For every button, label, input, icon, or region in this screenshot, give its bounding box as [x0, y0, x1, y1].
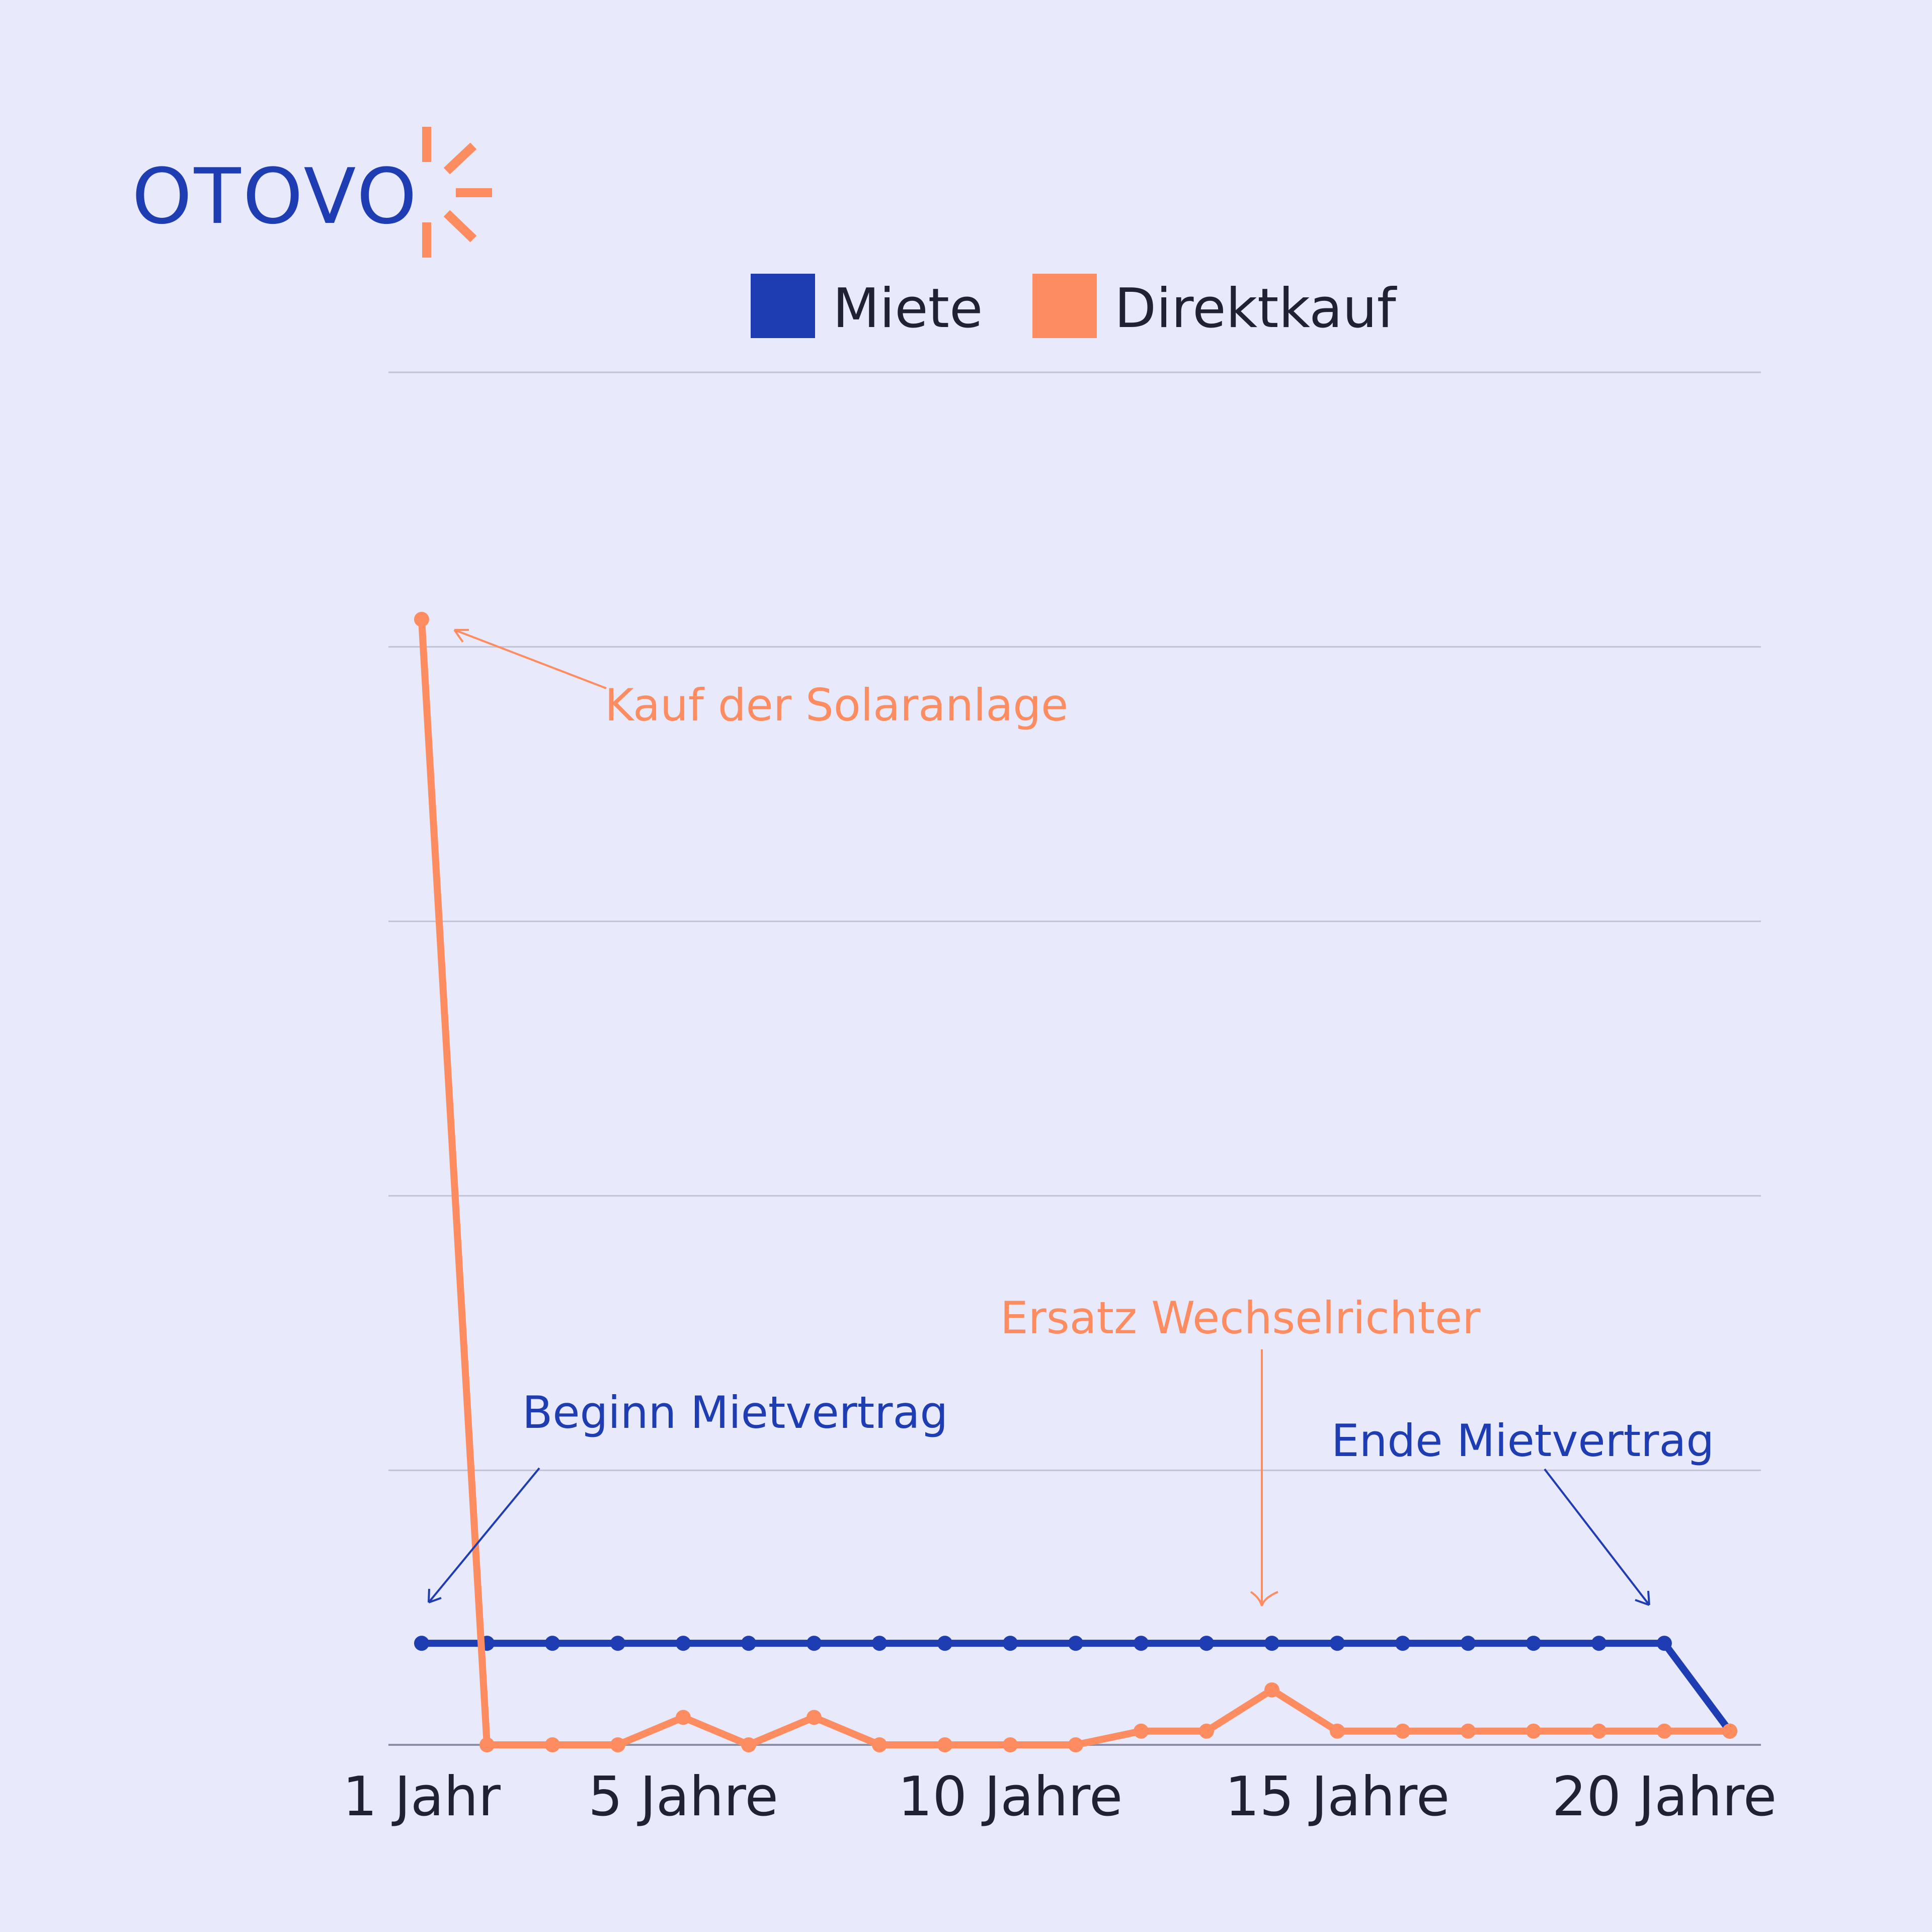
- x-tick-label: 20 Jahre: [1552, 1765, 1777, 1828]
- data-point-direktkauf: [1722, 1723, 1737, 1739]
- data-point-direktkauf: [610, 1737, 625, 1752]
- annotation-wechselrichter-arrow: [1250, 1349, 1278, 1606]
- data-point-miete: [545, 1636, 560, 1651]
- data-point-miete: [1657, 1636, 1672, 1651]
- x-axis-ticks: 1 Jahr 5 Jahre 10 Jahre 15 Jahre 20 Jahre: [343, 1765, 1777, 1828]
- data-point-direktkauf: [1461, 1723, 1476, 1739]
- legend-item-direktkauf: Direktkauf: [1032, 274, 1398, 340]
- data-point-miete: [676, 1636, 691, 1651]
- data-point-miete: [610, 1636, 625, 1651]
- series: [414, 612, 1737, 1752]
- annotation-ende-label: Ende Mietvertrag: [1331, 1415, 1714, 1467]
- gridlines: [388, 371, 1761, 1746]
- data-point-direktkauf: [807, 1710, 822, 1725]
- legend-label-direktkauf: Direktkauf: [1114, 277, 1398, 340]
- annotation-wechselrichter-label: Ersatz Wechselrichter: [1000, 1292, 1481, 1344]
- annotation-beginn-arrow: [428, 1467, 540, 1603]
- data-point-miete: [1395, 1636, 1410, 1651]
- data-point-direktkauf: [1134, 1723, 1149, 1739]
- data-point-direktkauf: [1591, 1723, 1606, 1739]
- data-point-miete: [741, 1636, 756, 1651]
- legend: Miete Direktkauf: [751, 274, 1398, 340]
- annotation-wechselrichter: Ersatz Wechselrichter: [1000, 1292, 1481, 1606]
- data-point-miete: [807, 1636, 822, 1651]
- annotation-ende-arrow: [1544, 1468, 1650, 1606]
- data-point-direktkauf: [1068, 1737, 1083, 1752]
- legend-label-miete: Miete: [833, 277, 983, 340]
- data-point-direktkauf: [1395, 1723, 1410, 1739]
- otovo-logo: OTOVO: [132, 127, 492, 258]
- data-point-direktkauf: [872, 1737, 887, 1752]
- annotation-ende: Ende Mietvertrag: [1331, 1415, 1714, 1606]
- data-point-miete: [1134, 1636, 1149, 1651]
- data-point-miete: [1330, 1636, 1345, 1651]
- annotation-kauf-arrow: [453, 629, 607, 689]
- data-point-direktkauf: [741, 1737, 756, 1752]
- data-point-direktkauf: [1003, 1737, 1018, 1752]
- data-point-miete: [937, 1636, 952, 1651]
- x-tick-label: 15 Jahre: [1225, 1765, 1450, 1828]
- data-point-miete: [1264, 1636, 1279, 1651]
- annotations: Kauf der Solaranlage Ersatz Wechselricht…: [428, 629, 1714, 1606]
- data-point-miete: [872, 1636, 887, 1651]
- annotation-kauf-label: Kauf der Solaranlage: [605, 679, 1068, 731]
- series-direktkauf: [414, 612, 1737, 1752]
- logo-wordmark: OTOVO: [132, 152, 419, 241]
- data-point-miete: [1003, 1636, 1018, 1651]
- data-point-direktkauf: [545, 1737, 560, 1752]
- data-point-miete: [1526, 1636, 1541, 1651]
- data-point-miete: [1199, 1636, 1214, 1651]
- data-point-direktkauf: [1199, 1723, 1214, 1739]
- annotation-beginn-label: Beginn Mietvertrag: [522, 1387, 948, 1438]
- series-line-direktkauf: [418, 616, 1733, 1748]
- annotation-kauf: Kauf der Solaranlage: [453, 629, 1068, 731]
- data-point-miete: [414, 1636, 429, 1651]
- data-point-direktkauf: [414, 612, 429, 627]
- data-point-direktkauf: [676, 1710, 691, 1725]
- legend-swatch-direktkauf: [1032, 274, 1097, 338]
- series-miete: [414, 1636, 1737, 1739]
- x-tick-label: 5 Jahre: [588, 1765, 778, 1828]
- annotation-beginn: Beginn Mietvertrag: [428, 1387, 948, 1603]
- x-tick-label: 10 Jahre: [898, 1765, 1123, 1828]
- data-point-direktkauf: [1526, 1723, 1541, 1739]
- series-line-miete: [418, 1640, 1733, 1735]
- x-tick-label: 1 Jahr: [343, 1765, 501, 1828]
- data-point-direktkauf: [1330, 1723, 1345, 1739]
- data-point-direktkauf: [1657, 1723, 1672, 1739]
- data-point-direktkauf: [937, 1737, 952, 1752]
- data-point-miete: [1461, 1636, 1476, 1651]
- legend-item-miete: Miete: [751, 274, 983, 340]
- data-point-direktkauf: [479, 1737, 495, 1752]
- data-point-miete: [1591, 1636, 1606, 1651]
- sun-rays-icon: [422, 127, 492, 258]
- data-point-miete: [1068, 1636, 1083, 1651]
- data-point-direktkauf: [1264, 1682, 1279, 1698]
- legend-swatch-miete: [751, 274, 815, 338]
